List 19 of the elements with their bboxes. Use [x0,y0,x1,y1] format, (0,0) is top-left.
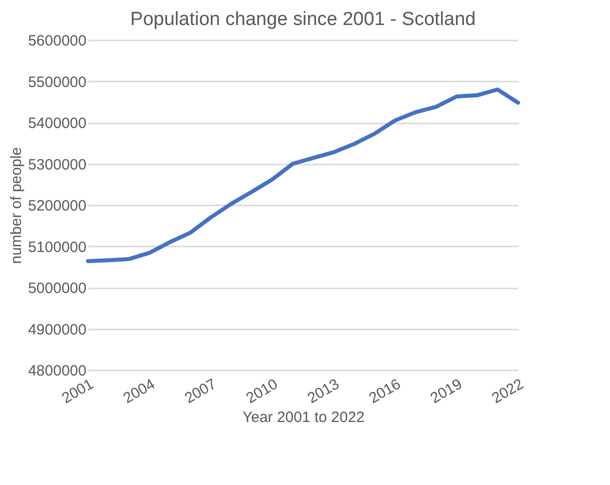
y-axis-title: number of people [8,147,26,264]
x-tick-label: 2022 [489,376,526,408]
x-tick-label: 2010 [243,376,281,408]
x-tick-label: 2016 [366,376,404,408]
x-axis-title: Year 2001 to 2022 [242,409,365,426]
x-tick-label: 2004 [120,376,158,408]
y-tick-label: 5200000 [28,198,86,214]
y-tick-label: 5300000 [28,156,86,174]
line-series [86,88,520,264]
chart-title: Population change since 2001 - Scotland [130,9,476,30]
x-tick-label: 2019 [428,376,466,408]
y-tick-label: 5100000 [28,238,86,256]
x-tick-label: 2013 [304,376,342,408]
x-tick-label: 2007 [182,376,220,408]
y-tick-label: 4900000 [28,321,86,338]
y-tick-label: 5600000 [28,32,86,50]
y-tick-label: 5500000 [28,74,86,91]
y-tick-label: 5400000 [28,115,86,132]
y-tick-label: 5000000 [28,280,86,297]
